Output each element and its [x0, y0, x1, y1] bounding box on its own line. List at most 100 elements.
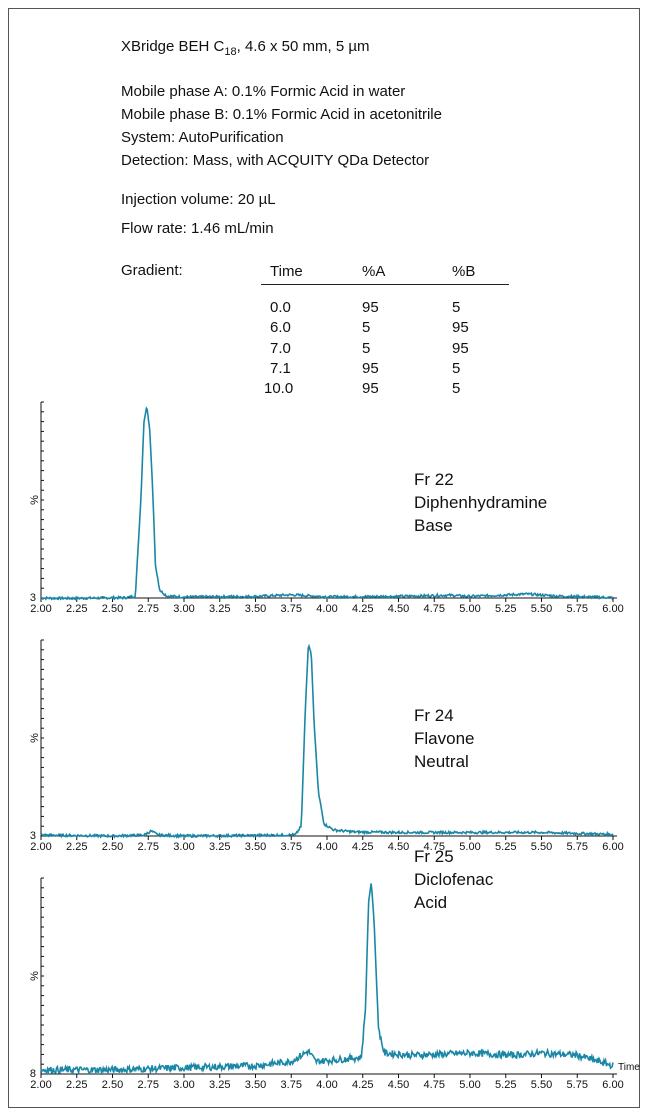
y-axis-label: %	[29, 495, 41, 505]
flow-rate: Flow rate: 1.46 mL/min	[121, 220, 274, 237]
y-axis-label: %	[29, 971, 41, 981]
gradient-cell: 6.0	[270, 319, 291, 336]
x-tick-label: 4.75	[424, 1079, 445, 1091]
x-tick-label: 4.00	[316, 1079, 337, 1091]
mobile-phase-b: Mobile phase B: 0.1% Formic Acid in acet…	[121, 106, 442, 123]
peak-annotation: Flavone	[414, 729, 474, 748]
gradient-label: Gradient:	[121, 262, 183, 279]
gradient-cell: 95	[452, 319, 469, 336]
x-tick-label: 3.25	[209, 1079, 230, 1091]
column-info: XBridge BEH C18, 4.6 x 50 mm, 5 µm	[121, 38, 370, 58]
x-tick-label: 5.50	[531, 841, 552, 853]
x-tick-label: 3.25	[209, 841, 230, 853]
x-tick-label: 3.75	[281, 603, 302, 615]
x-tick-label: 3.75	[281, 841, 302, 853]
gradient-cell: 5	[362, 340, 371, 357]
chromatogram-trace	[40, 883, 614, 1076]
x-tick-label: 2.75	[138, 841, 159, 853]
x-tick-label: 4.50	[388, 603, 409, 615]
x-tick-label: 2.75	[138, 603, 159, 615]
x-tick-label: 2.50	[102, 603, 123, 615]
x-tick-label: 6.00	[602, 841, 623, 853]
gradient-cell: 5	[362, 319, 371, 336]
system-info: System: AutoPurification	[121, 129, 284, 146]
chromatogram-panel-1: 2.00 2.25 2.50 2.75 3.00 3.25 3.50 3.75 4.00 4.25…	[29, 401, 624, 615]
x-tick-label: 5.75	[567, 1079, 588, 1091]
gradient-cell: 5	[452, 299, 461, 316]
chromatogram-panel-3: 2.00 2.25 2.50 2.75 3.00 3.25 3.50 3.75 4.00 4.25…	[29, 847, 640, 1091]
x-tick-label: 3.50	[245, 1079, 266, 1091]
gradient-cell: 95	[362, 299, 379, 316]
x-tick-label: 2.50	[102, 841, 123, 853]
peak-annotation: Neutral	[414, 752, 469, 771]
x-tick-label: 4.75	[424, 603, 445, 615]
x-tick-label: 2.75	[138, 1079, 159, 1091]
x-tick-label: 3.00	[173, 1079, 194, 1091]
x-tick-label: 2.25	[66, 603, 87, 615]
gradient-cell: 7.1	[270, 360, 291, 377]
gradient-header-a: %A	[362, 263, 386, 280]
x-tick-label: 4.50	[388, 841, 409, 853]
x-tick-label: 3.25	[209, 603, 230, 615]
gradient-cell: 5	[452, 380, 461, 397]
x-tick-label: 4.00	[316, 603, 337, 615]
figure-frame	[8, 8, 640, 1108]
gradient-cell: 10.0	[264, 380, 294, 397]
x-tick-label: 3.00	[173, 603, 194, 615]
x-tick-label: 5.50	[531, 1079, 552, 1091]
x-tick-label: 4.00	[316, 841, 337, 853]
gradient-cell: 95	[452, 340, 469, 357]
x-tick-label: 3.50	[245, 841, 266, 853]
peak-annotation: Diphenhydramine	[414, 493, 547, 512]
x-tick-label: 2.25	[66, 841, 87, 853]
peak-annotation: Fr 24	[414, 706, 454, 725]
peak-annotation: Base	[414, 516, 453, 535]
x-tick-label: 3.50	[245, 603, 266, 615]
x-tick-label: 5.25	[495, 841, 516, 853]
gradient-cell: 0.0	[270, 299, 291, 316]
x-tick-label: 5.00	[459, 841, 480, 853]
y-bottom-label: 3	[30, 592, 36, 604]
x-tick-label: 4.25	[352, 1079, 373, 1091]
gradient-header-time: Time	[270, 263, 303, 280]
peak-annotation: Fr 22	[414, 470, 454, 489]
x-tick-label: 4.25	[352, 603, 373, 615]
mobile-phase-a: Mobile phase A: 0.1% Formic Acid in wate…	[121, 83, 406, 100]
x-tick-label: 5.25	[495, 603, 516, 615]
chromatogram-trace	[40, 643, 614, 839]
x-tick-label: 3.00	[173, 841, 194, 853]
x-tick-label: 6.00	[602, 1079, 623, 1091]
x-tick-label: 5.75	[567, 841, 588, 853]
x-tick-label: 5.75	[567, 603, 588, 615]
x-tick-label: 4.75	[424, 841, 445, 853]
peak-annotation: Fr 25	[414, 847, 454, 866]
x-tick-label: 4.50	[388, 1079, 409, 1091]
x-tick-label: 4.25	[352, 841, 373, 853]
gradient-cell: 5	[452, 360, 461, 377]
x-tick-label: 5.50	[531, 603, 552, 615]
x-tick-label: 5.25	[495, 1079, 516, 1091]
peak-annotation: Diclofenac	[414, 870, 494, 889]
gradient-header-b: %B	[452, 263, 476, 280]
x-tick-label: 2.00	[30, 1079, 51, 1091]
gradient-header-rule	[261, 284, 509, 285]
y-bottom-label: 8	[30, 1068, 36, 1080]
x-tick-label: 5.00	[459, 603, 480, 615]
detection-info: Detection: Mass, with ACQUITY QDa Detect…	[121, 152, 430, 169]
x-tick-label: 2.25	[66, 1079, 87, 1091]
x-tick-label: 2.00	[30, 841, 51, 853]
x-axis-label: Time	[618, 1062, 640, 1073]
x-tick-label: 5.00	[459, 1079, 480, 1091]
gradient-cell: 95	[362, 360, 379, 377]
gradient-cell: 95	[362, 380, 379, 397]
chromatogram-panel-2: 2.00 2.25 2.50 2.75 3.00 3.25 3.50 3.75 4.00 4.25…	[29, 639, 624, 853]
x-tick-label: 2.50	[102, 1079, 123, 1091]
y-axis-label: %	[29, 733, 41, 743]
injection-volume: Injection volume: 20 µL	[121, 191, 276, 208]
peak-annotation: Acid	[414, 893, 447, 912]
x-tick-label: 3.75	[281, 1079, 302, 1091]
x-tick-label: 2.00	[30, 603, 51, 615]
gradient-cell: 7.0	[270, 340, 291, 357]
y-bottom-label: 3	[30, 830, 36, 842]
